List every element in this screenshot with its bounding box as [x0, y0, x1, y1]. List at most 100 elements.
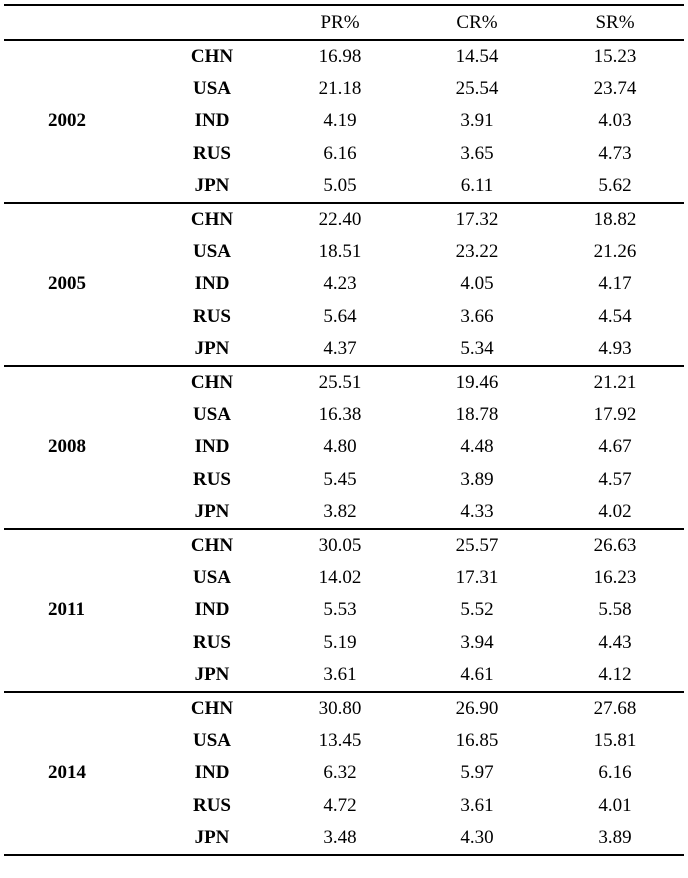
sr-cell: 4.12	[598, 664, 632, 686]
pr-cell: 3.82	[323, 501, 357, 523]
sr-cell: 21.26	[593, 240, 637, 262]
table-row: JPN 5.05 6.11 5.62	[4, 170, 684, 203]
table-row: USA 14.02 17.31 16.23	[4, 562, 684, 595]
country-label: IND	[194, 110, 230, 132]
table-row: IND 5.53 5.52 5.58	[4, 594, 684, 627]
pr-cell: 5.45	[323, 469, 357, 491]
country-cell: CHN	[138, 692, 272, 725]
country-label: RUS	[192, 143, 231, 165]
country-cell: JPN	[138, 333, 272, 366]
cr-cell: 25.54	[455, 77, 499, 99]
pr-cell: 5.05	[323, 175, 357, 197]
sr-cell: 26.63	[593, 534, 637, 556]
sr-cell: 4.02	[598, 501, 632, 523]
year-cell: 2014	[48, 762, 86, 784]
country-cell: JPN	[138, 496, 272, 529]
header-row: PR% CR% SR%	[4, 5, 684, 40]
table-header: PR% CR% SR%	[4, 5, 684, 40]
cr-cell: 14.54	[455, 45, 499, 67]
sr-cell: 4.93	[598, 338, 632, 360]
pr-cell: 5.64	[323, 306, 357, 328]
cr-cell: 4.30	[460, 827, 494, 849]
country-label: RUS	[192, 469, 231, 491]
pr-cell: 6.16	[323, 143, 357, 165]
pr-cell: 4.19	[323, 110, 357, 132]
pr-cell: 16.38	[318, 403, 362, 425]
pr-cell: 14.02	[318, 566, 362, 588]
country-label: CHN	[190, 697, 234, 719]
cr-cell: 26.90	[455, 697, 499, 719]
country-cell: CHN	[138, 529, 272, 562]
year-cell: 2005	[48, 273, 86, 295]
sr-cell: 4.17	[598, 273, 632, 295]
country-label: JPN	[194, 664, 230, 686]
pr-cell: 30.80	[318, 697, 362, 719]
country-cell: IND	[138, 594, 272, 627]
country-cell: USA	[138, 562, 272, 595]
sr-cell: 4.57	[598, 469, 632, 491]
sr-cell: 4.67	[598, 436, 632, 458]
sr-cell: 18.82	[593, 208, 637, 230]
cr-cell: 19.46	[455, 371, 499, 393]
country-label: CHN	[190, 534, 234, 556]
country-cell: USA	[138, 399, 272, 432]
table-row: IND 4.19 3.91 4.03	[4, 105, 684, 138]
country-label: USA	[192, 566, 231, 588]
country-label: JPN	[194, 338, 230, 360]
sr-cell: 4.43	[598, 631, 632, 653]
cr-cell: 4.05	[460, 273, 494, 295]
country-label: JPN	[194, 501, 230, 523]
table-row: JPN 3.48 4.30 3.89	[4, 822, 684, 855]
country-cell: RUS	[138, 790, 272, 823]
year-cell: 2008	[48, 436, 86, 458]
pr-cell: 18.51	[318, 240, 362, 262]
year-cell: 2011	[48, 599, 85, 621]
country-cell: CHN	[138, 203, 272, 236]
cr-cell: 23.22	[455, 240, 499, 262]
country-cell: IND	[138, 105, 272, 138]
country-label: CHN	[190, 208, 234, 230]
country-label: IND	[194, 762, 230, 784]
country-label: IND	[194, 273, 230, 295]
table-row: RUS 4.72 3.61 4.01	[4, 790, 684, 823]
country-cell: USA	[138, 724, 272, 757]
sr-cell: 17.92	[593, 403, 637, 425]
table-row: USA 16.38 18.78 17.92	[4, 399, 684, 432]
pr-cell: 21.18	[318, 77, 362, 99]
country-cell: RUS	[138, 138, 272, 171]
cr-cell: 17.31	[455, 566, 499, 588]
table-row: 2011 CHN 30.05 25.57 26.63	[4, 528, 684, 620]
country-label: JPN	[194, 827, 230, 849]
table-row: 2008 CHN 25.51 19.46 21.21	[4, 365, 684, 457]
country-cell: USA	[138, 73, 272, 106]
pr-cell: 13.45	[318, 729, 362, 751]
cr-cell: 5.52	[460, 599, 494, 621]
sr-cell: 4.73	[598, 143, 632, 165]
pr-cell: 22.40	[318, 208, 362, 230]
sr-cell: 15.81	[593, 729, 637, 751]
cr-cell: 3.61	[460, 794, 494, 816]
pr-cell: 25.51	[318, 371, 362, 393]
country-label: JPN	[194, 175, 230, 197]
table-row: IND 6.32 5.97 6.16	[4, 757, 684, 790]
year-cell: 2002	[48, 110, 86, 132]
pr-cell: 3.48	[323, 827, 357, 849]
pr-cell: 4.23	[323, 273, 357, 295]
pr-cell: 5.19	[323, 631, 357, 653]
country-cell: RUS	[138, 301, 272, 334]
country-cell: RUS	[138, 627, 272, 660]
table-body: 2002 CHN 16.98 14.54 15.23 USA 21.18 25.54 23.74…	[4, 40, 684, 855]
country-cell: IND	[138, 268, 272, 301]
pr-cell: 4.37	[323, 338, 357, 360]
country-label: CHN	[190, 45, 234, 67]
cr-cell: 4.61	[460, 664, 494, 686]
cr-cell: 3.91	[460, 110, 494, 132]
cr-cell: 16.85	[455, 729, 499, 751]
cr-cell: 6.11	[460, 175, 494, 197]
table-row: RUS 5.64 3.66 4.54	[4, 301, 684, 334]
sr-cell: 4.01	[598, 794, 632, 816]
cr-cell: 3.66	[460, 306, 494, 328]
table-row: 2014 CHN 30.80 26.90 27.68	[4, 691, 684, 783]
pr-cell: 16.98	[318, 45, 362, 67]
country-label: RUS	[192, 306, 231, 328]
